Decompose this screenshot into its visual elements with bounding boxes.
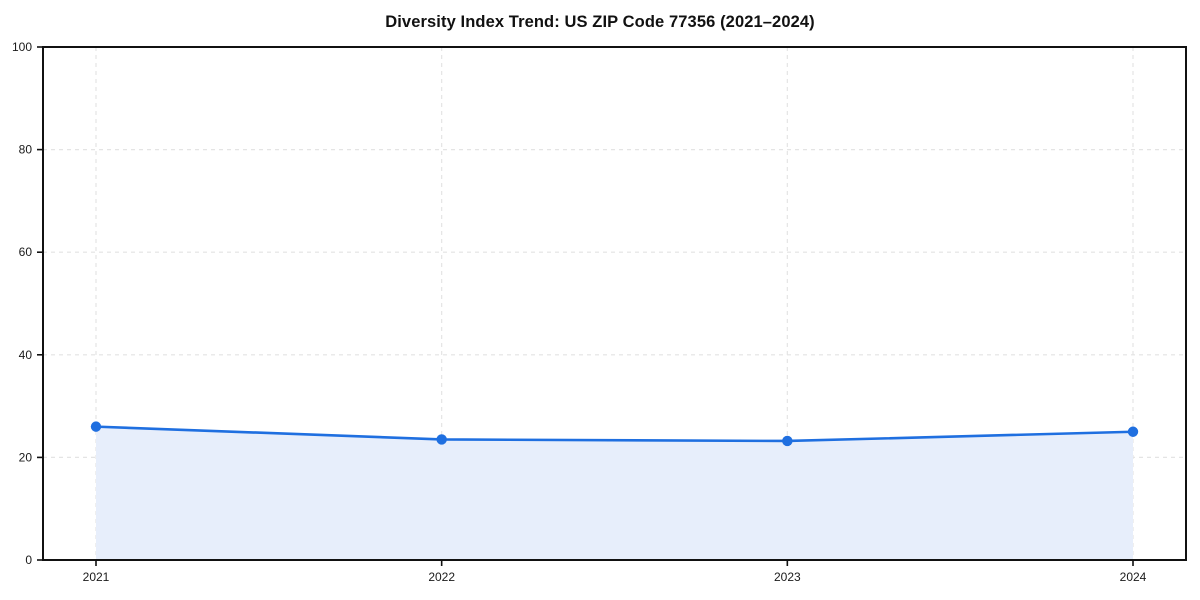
x-tick-label: 2023 xyxy=(774,570,801,584)
data-point-marker xyxy=(782,435,793,447)
data-point-marker xyxy=(90,421,102,432)
chart-title: Diversity Index Trend: US ZIP Code 77356… xyxy=(385,13,815,31)
y-tick-label: 60 xyxy=(19,245,33,259)
data-point-marker xyxy=(1127,426,1139,437)
area-fill xyxy=(96,426,1133,560)
x-tick-label: 2021 xyxy=(83,570,110,584)
trend-line xyxy=(94,425,1135,443)
y-tick-label: 20 xyxy=(19,450,33,464)
y-tick-label: 80 xyxy=(19,143,33,157)
y-tick-label: 100 xyxy=(12,40,32,54)
plot-border xyxy=(42,46,1187,561)
x-tick-label: 2024 xyxy=(1120,570,1147,584)
y-tick-label: 0 xyxy=(25,553,32,567)
x-tick-label: 2022 xyxy=(428,570,455,584)
y-tick-label: 40 xyxy=(19,348,33,362)
data-point-marker xyxy=(436,434,447,445)
